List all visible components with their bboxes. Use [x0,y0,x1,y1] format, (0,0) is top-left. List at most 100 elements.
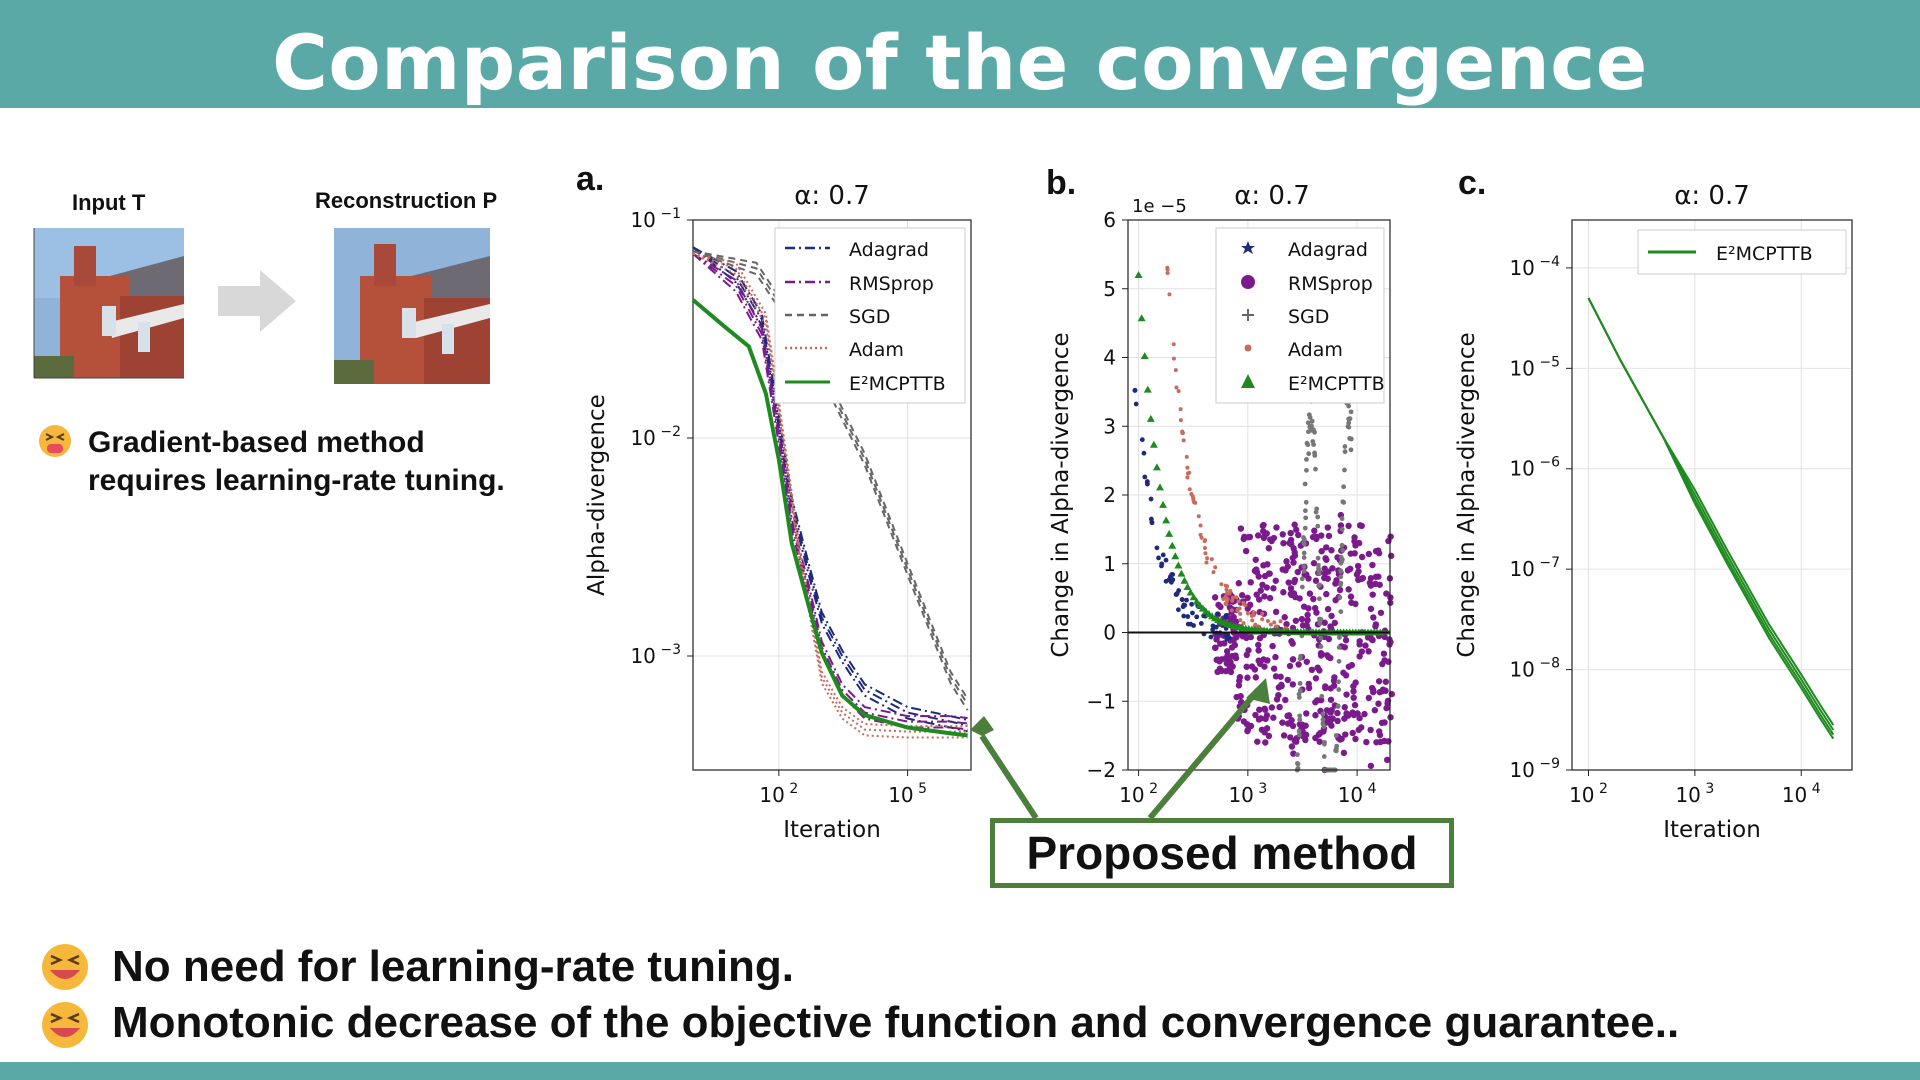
chart-a-ytick-0: 10 −1 [630,206,681,232]
chart-b-pt-sgd-88 [1342,444,1348,449]
chart-b-pt-adam-35 [1225,591,1230,596]
chart-b-pt-adagrad-56 [1132,387,1138,393]
chart-b-pt-rmsprop-159 [1331,674,1338,681]
chart-b-pt-rmsprop-388 [1351,550,1358,557]
chart-b-pt-adam-38 [1165,267,1170,272]
chart-b-pt-sgd-62 [1297,717,1303,723]
chart-b-pt-sgd-63 [1301,555,1307,560]
chart-b-pt-sgd-147 [1304,467,1309,473]
chart-c-xlabel: Iteration [1663,817,1761,843]
chart-b-pt-rmsprop-202 [1316,738,1323,745]
chart-b-pt-sgd-65 [1306,412,1312,418]
chart-b-pt-sgd-158 [1345,424,1351,429]
chart-b-pt-sgd-13 [1306,451,1312,457]
chart-b-pt-rmsprop-141 [1279,719,1286,726]
chart-b-pt-rmsprop-195 [1341,704,1348,711]
chart-b-ytick-7: 5 [1103,277,1116,301]
chart-b-pt-rmsprop-334 [1294,568,1302,576]
chart-b-pt-rmsprop-381 [1263,725,1271,732]
chart-b-pt-adam-28 [1213,565,1218,570]
chart-a-frame [692,219,972,771]
chart-b-pt-rmsprop-160 [1272,653,1279,661]
chart-b-pt-adam-21 [1165,271,1170,276]
chart-b-pt-rmsprop-387 [1290,750,1297,757]
chart-b-pt-rmsprop-128 [1247,579,1254,586]
callout-arrow-a-line [979,734,1039,820]
chart-b-ytick-4: 2 [1103,483,1116,507]
chart-b-pt-rmsprop-325 [1302,722,1309,729]
chart-c-ytick-1: 10 −5 [1509,354,1560,380]
chart-b-pt-rmsprop-20 [1269,642,1276,650]
chart-b-pt-rmsprop-194 [1306,590,1314,597]
chart-b-pt-rmsprop-368 [1261,533,1268,540]
chart-b-pt-rmsprop-90 [1270,665,1278,672]
chart-b-pt-rmsprop-355 [1235,682,1243,689]
chart-b-pt-adagrad-49 [1194,614,1200,620]
chart-b-pt-sgd-84 [1348,447,1354,453]
chart-b-pt-sgd-12 [1305,420,1311,426]
chart-b-pt-rmsprop-91 [1312,712,1319,719]
chart-b-pt-rmsprop-315 [1262,715,1269,723]
chart-b-pt-e2-4 [1146,414,1155,422]
chart-b-pt-rmsprop-82 [1279,531,1286,538]
chart-b-pt-rmsprop-255 [1257,587,1264,594]
chart-a: α: 0.7 10 2 10 5 10 −1 10 −2 10 −3 Iteration… [584,181,972,843]
chart-b-pt-rmsprop-188 [1324,524,1332,531]
chart-b-pt-rmsprop-362 [1324,605,1332,613]
chart-b-pt-sgd-30 [1302,525,1308,531]
chart-b-pt-adagrad-69 [1160,552,1166,558]
chart-b-pt-e2-18 [1189,593,1198,601]
chart-b-pt-adam-87 [1235,607,1240,612]
callout-arrow-b-head [1246,678,1270,704]
chart-b-pt-sgd-159 [1316,583,1322,589]
chart-b-pt-rmsprop-456 [1284,712,1291,720]
chart-b-pt-rmsprop-447 [1256,660,1264,667]
chart-b-pt-rmsprop-3 [1284,676,1291,684]
legend-b-rmsprop: RMSprop [1288,273,1373,295]
chart-a-series-3-2 [692,252,968,728]
input-label: Input T [72,190,146,215]
chart-b-pt-sgd-125 [1336,645,1342,650]
chart-b-pt-adagrad-68 [1223,615,1229,620]
chart-b-pt-rmsprop-413 [1304,611,1311,619]
chart-b-pt-rmsprop-399 [1300,603,1308,610]
chart-b-pt-rmsprop-498 [1327,654,1334,662]
chart-c-title: α: 0.7 [1674,181,1750,211]
chart-b-pt-sgd-117 [1301,541,1307,547]
chart-b-pt-adam-85 [1174,385,1179,390]
chart-b-pt-adagrad-11 [1210,627,1216,633]
chart-b-pt-adam-7 [1268,622,1273,627]
chart-b-ytick-6: 4 [1103,346,1116,370]
chart-b-pt-rmsprop-336 [1352,735,1359,743]
chart-b-pt-rmsprop-471 [1379,687,1386,695]
chart-b-pt-rmsprop-467 [1282,567,1289,574]
grinning-squint-icon [42,944,88,990]
chart-b-pt-sgd-140 [1338,580,1344,586]
chart-b-pt-rmsprop-386 [1286,662,1294,670]
chart-b-pt-sgd-56 [1295,752,1300,758]
chart-b-pt-rmsprop-296 [1311,527,1318,534]
chart-b-pt-sgd-103 [1304,440,1310,446]
chart-b-ytick-8: 6 [1103,208,1116,232]
legend-b-marker-adagrad [1241,241,1255,254]
chart-b-pt-rmsprop-244 [1332,580,1339,587]
chart-b-pt-rmsprop-371 [1356,641,1363,648]
chart-b-pt-rmsprop-508 [1211,644,1219,651]
chart-b-pt-rmsprop-396 [1285,579,1292,586]
chart-b-pt-adagrad-50 [1163,557,1169,563]
chart-b-pt-rmsprop-150 [1311,604,1319,612]
chart-b-pt-sgd-25 [1342,467,1347,473]
chart-b-pt-rmsprop-338 [1368,684,1376,692]
chart-b-pt-sgd-142 [1321,724,1327,730]
chart-b-pt-rmsprop-295 [1260,562,1267,569]
chart-b-pt-rmsprop-518 [1280,589,1287,596]
chart-b-pt-sgd-95 [1295,761,1301,767]
chart-c: α: 0.7 10 2 10 3 10 4 10 −4 10 −5 10 −6 10 −7 1… [1454,181,1853,843]
chart-b-pt-adam-15 [1230,595,1235,600]
chart-b-pt-rmsprop-353 [1287,734,1294,741]
chart-b-pt-adam-36 [1176,389,1181,394]
chart-b-pt-rmsprop-343 [1342,731,1349,738]
chart-b-pt-adagrad-65 [1210,623,1216,629]
chart-b-pt-adagrad-6 [1190,610,1195,616]
chart-b-pt-rmsprop-86 [1268,704,1276,711]
